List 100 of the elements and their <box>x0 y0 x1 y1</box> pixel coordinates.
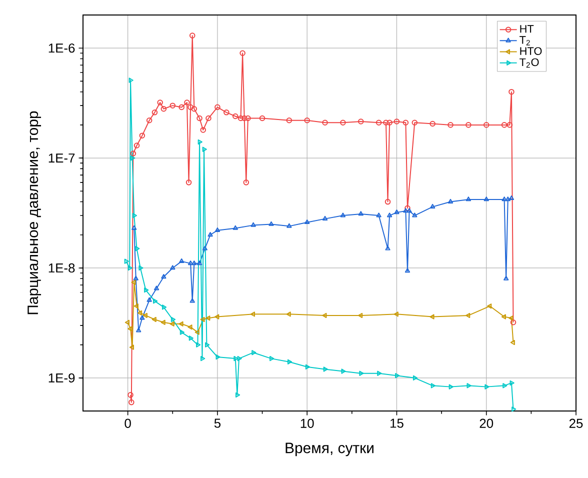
point <box>152 316 156 322</box>
point <box>180 330 184 335</box>
point <box>484 196 489 202</box>
point <box>340 212 346 218</box>
x-tick-label: 15 <box>390 418 404 428</box>
point <box>268 221 274 226</box>
point <box>466 122 472 128</box>
point <box>235 392 240 398</box>
point <box>189 32 196 38</box>
point <box>196 260 202 266</box>
point <box>502 196 507 202</box>
point <box>170 321 174 326</box>
point <box>178 321 184 326</box>
point <box>245 115 251 122</box>
point <box>200 356 206 362</box>
point <box>305 364 310 370</box>
point <box>202 146 207 152</box>
point <box>394 210 400 214</box>
point <box>404 268 410 273</box>
point <box>130 150 136 156</box>
point <box>323 366 328 372</box>
point <box>510 380 514 386</box>
x-tick-label: 10 <box>300 418 314 428</box>
point <box>184 100 190 106</box>
point <box>170 102 176 108</box>
point <box>139 132 146 138</box>
x-axis-title: Время, сутки <box>286 442 374 456</box>
point <box>137 310 142 316</box>
point <box>341 368 346 374</box>
point <box>250 222 256 227</box>
point <box>214 227 220 232</box>
point <box>448 198 454 204</box>
point <box>359 370 364 376</box>
point <box>232 225 238 230</box>
point <box>128 265 133 271</box>
y-tick-label: 1E-8 <box>48 263 75 273</box>
point <box>250 312 256 317</box>
point <box>194 330 200 335</box>
point <box>286 118 292 124</box>
y-tick-label: 1E-9 <box>48 373 75 382</box>
point <box>412 375 418 380</box>
legend-label: HT <box>520 25 534 33</box>
point <box>240 50 246 56</box>
y-tick-label: 1E-7 <box>48 154 75 162</box>
point <box>259 115 266 122</box>
x-tick-label: 0 <box>124 418 131 428</box>
point <box>412 120 418 126</box>
point <box>196 115 202 122</box>
point <box>214 314 220 320</box>
point <box>208 232 213 237</box>
x-tick-label: 25 <box>569 418 583 428</box>
point <box>404 205 410 212</box>
point <box>394 312 398 317</box>
point <box>146 118 152 124</box>
point <box>501 314 506 320</box>
point <box>224 110 230 116</box>
point <box>358 312 363 318</box>
point <box>179 258 184 263</box>
point <box>430 120 436 127</box>
point <box>157 100 163 106</box>
point <box>162 304 167 310</box>
point <box>238 115 244 122</box>
point <box>234 356 238 362</box>
y-axis-title: Парциальное давление, торр <box>28 111 42 314</box>
point <box>200 316 205 322</box>
point <box>130 155 136 161</box>
point <box>487 304 492 309</box>
point <box>508 316 514 321</box>
point <box>286 312 291 317</box>
point <box>196 342 201 348</box>
point <box>394 118 400 124</box>
point <box>286 223 292 228</box>
point <box>448 384 454 390</box>
point <box>128 399 134 406</box>
point <box>192 260 197 266</box>
point <box>322 216 328 221</box>
point <box>138 265 144 271</box>
point <box>484 384 490 390</box>
point <box>430 204 436 209</box>
point <box>216 354 220 360</box>
point <box>502 383 508 388</box>
point <box>270 356 274 362</box>
point <box>170 265 176 270</box>
point <box>506 122 513 128</box>
point <box>188 104 194 110</box>
point <box>466 312 470 318</box>
point <box>129 344 134 350</box>
point <box>188 260 194 266</box>
point <box>483 122 490 128</box>
point <box>340 120 346 126</box>
point <box>322 312 327 318</box>
point <box>206 115 212 122</box>
point <box>200 127 206 133</box>
point <box>403 208 408 213</box>
point <box>198 139 202 145</box>
point <box>142 312 148 318</box>
point <box>161 274 166 279</box>
point <box>358 118 364 124</box>
point <box>128 326 132 332</box>
point <box>406 208 412 213</box>
